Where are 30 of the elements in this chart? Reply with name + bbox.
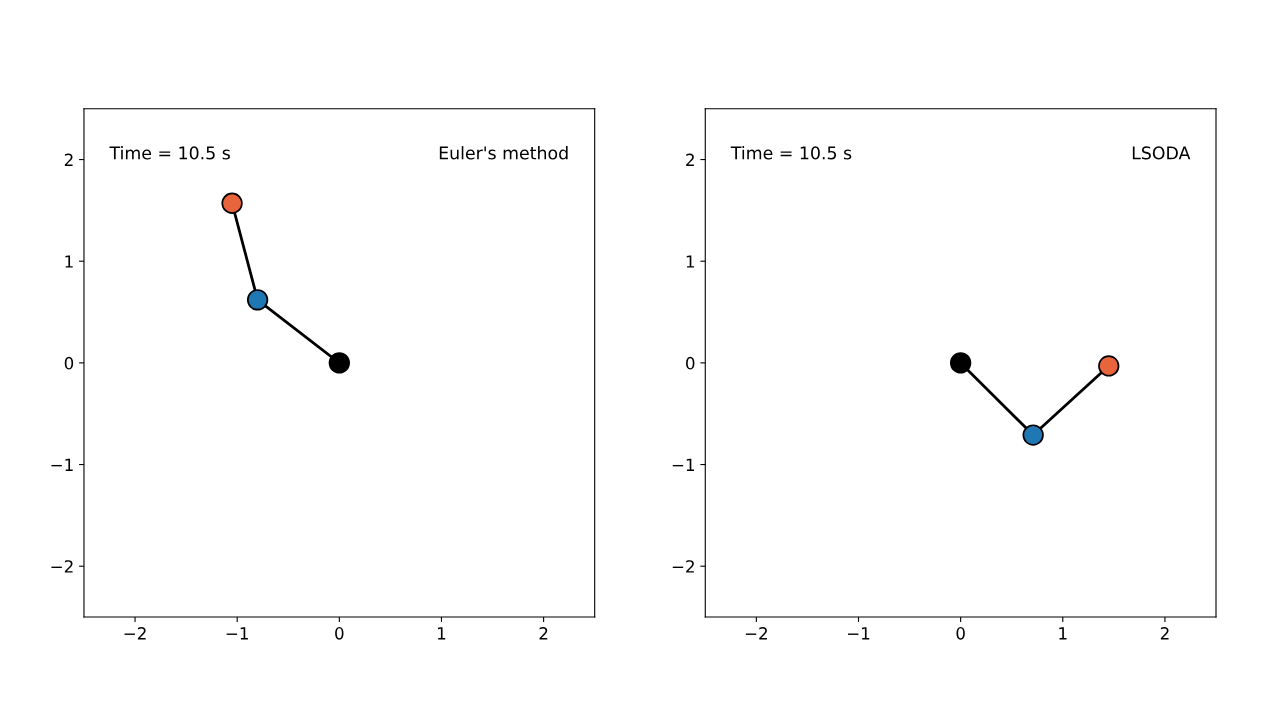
annotation: Time = 10.5 s bbox=[730, 146, 852, 160]
point bbox=[328, 352, 350, 374]
y-tick-label: 1 bbox=[65, 255, 73, 268]
y-tick-label: −1 bbox=[672, 458, 695, 471]
point bbox=[221, 192, 243, 214]
x-tick-label: −1 bbox=[847, 627, 870, 640]
y-tick-label: 2 bbox=[686, 153, 694, 166]
x-tick-label: 0 bbox=[956, 627, 965, 640]
y-tick-label: 0 bbox=[64, 356, 74, 370]
point bbox=[246, 289, 269, 311]
annotation: Euler's method bbox=[439, 146, 568, 160]
annotation: LSODA bbox=[1132, 146, 1191, 160]
point bbox=[949, 352, 972, 374]
y-tick-label: −2 bbox=[672, 560, 694, 573]
x-tick-label: −1 bbox=[226, 627, 248, 640]
y-tick-label: −2 bbox=[51, 560, 73, 573]
annotation: Time = 10.5 s bbox=[109, 146, 230, 160]
y-tick-label: −1 bbox=[51, 458, 73, 471]
x-tick-label: 1 bbox=[438, 627, 446, 640]
point bbox=[1022, 424, 1044, 446]
x-tick-label: −2 bbox=[124, 627, 146, 640]
x-tick-label: −2 bbox=[745, 627, 767, 640]
y-tick-label: 1 bbox=[686, 255, 695, 268]
x-tick-label: 2 bbox=[539, 627, 548, 640]
y-tick-label: 2 bbox=[64, 153, 73, 166]
point bbox=[1098, 355, 1120, 377]
x-tick-label: 1 bbox=[1059, 627, 1067, 640]
x-tick-label: 0 bbox=[335, 627, 344, 640]
y-tick-label: 0 bbox=[686, 356, 695, 370]
x-tick-label: 2 bbox=[1160, 627, 1169, 640]
